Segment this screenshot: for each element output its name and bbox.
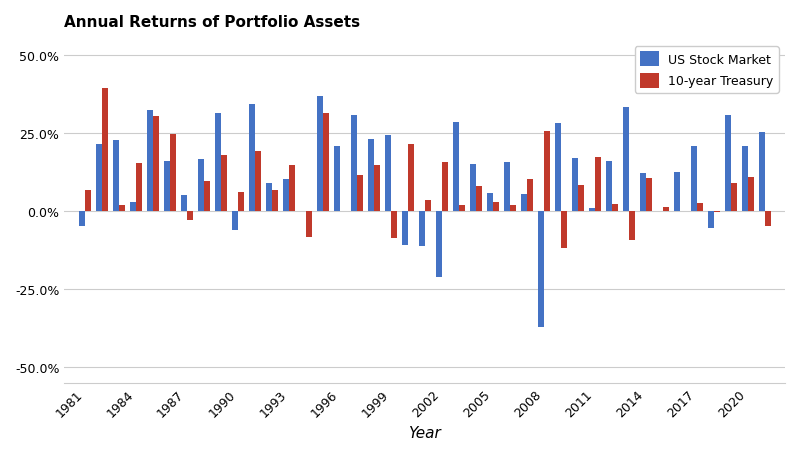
Bar [164,162,170,212]
Bar [374,166,380,212]
Bar [730,183,737,212]
Bar [765,212,770,227]
Bar [662,208,669,212]
Bar [254,151,261,212]
Bar [368,139,374,212]
Bar [436,212,442,277]
Bar [317,97,322,212]
Bar [350,116,357,212]
Bar [113,141,118,212]
Bar [640,174,646,212]
Bar [118,205,125,212]
Bar [510,206,516,212]
Bar [578,186,583,212]
Bar [306,212,312,238]
Bar [282,180,289,212]
Bar [526,180,533,212]
Bar [232,212,238,231]
Bar [402,212,408,246]
Bar [646,178,651,212]
Bar [272,190,278,212]
Bar [622,108,629,212]
Bar [204,182,210,212]
Bar [742,147,748,212]
Bar [322,114,329,212]
Bar [357,175,362,212]
Text: Annual Returns of Portfolio Assets: Annual Returns of Portfolio Assets [64,15,361,30]
Bar [425,201,430,212]
Bar [594,158,601,212]
Bar [130,202,136,212]
Bar [85,191,90,212]
Bar [136,164,142,212]
Bar [385,136,390,212]
Bar [390,212,397,238]
Bar [458,206,465,212]
Bar [538,212,544,327]
Bar [453,122,458,212]
Bar [674,172,680,212]
Bar [266,184,272,212]
Bar [748,178,754,212]
X-axis label: Year: Year [408,425,441,440]
Bar [442,163,448,212]
Bar [418,212,425,247]
Bar [146,111,153,212]
Bar [96,145,102,212]
Bar [544,131,550,212]
Bar [708,212,714,228]
Bar [408,145,414,212]
Bar [249,105,254,212]
Legend: US Stock Market, 10-year Treasury: US Stock Market, 10-year Treasury [634,47,778,94]
Bar [725,116,730,212]
Bar [572,159,578,212]
Bar [690,147,697,212]
Bar [554,123,561,212]
Bar [289,166,294,212]
Bar [170,135,176,212]
Bar [470,165,476,212]
Bar [79,212,85,227]
Bar [612,205,618,212]
Bar [589,209,594,212]
Bar [198,160,204,212]
Bar [697,203,702,212]
Bar [486,193,493,212]
Bar [758,132,765,212]
Bar [102,89,108,212]
Bar [493,202,498,212]
Bar [238,192,244,212]
Bar [214,114,221,212]
Bar [186,212,193,221]
Bar [153,116,158,212]
Bar [521,195,526,212]
Bar [334,147,340,212]
Bar [504,163,510,212]
Bar [629,212,634,240]
Bar [181,196,186,212]
Bar [221,155,226,212]
Bar [476,187,482,212]
Bar [561,212,566,248]
Bar [606,162,612,212]
